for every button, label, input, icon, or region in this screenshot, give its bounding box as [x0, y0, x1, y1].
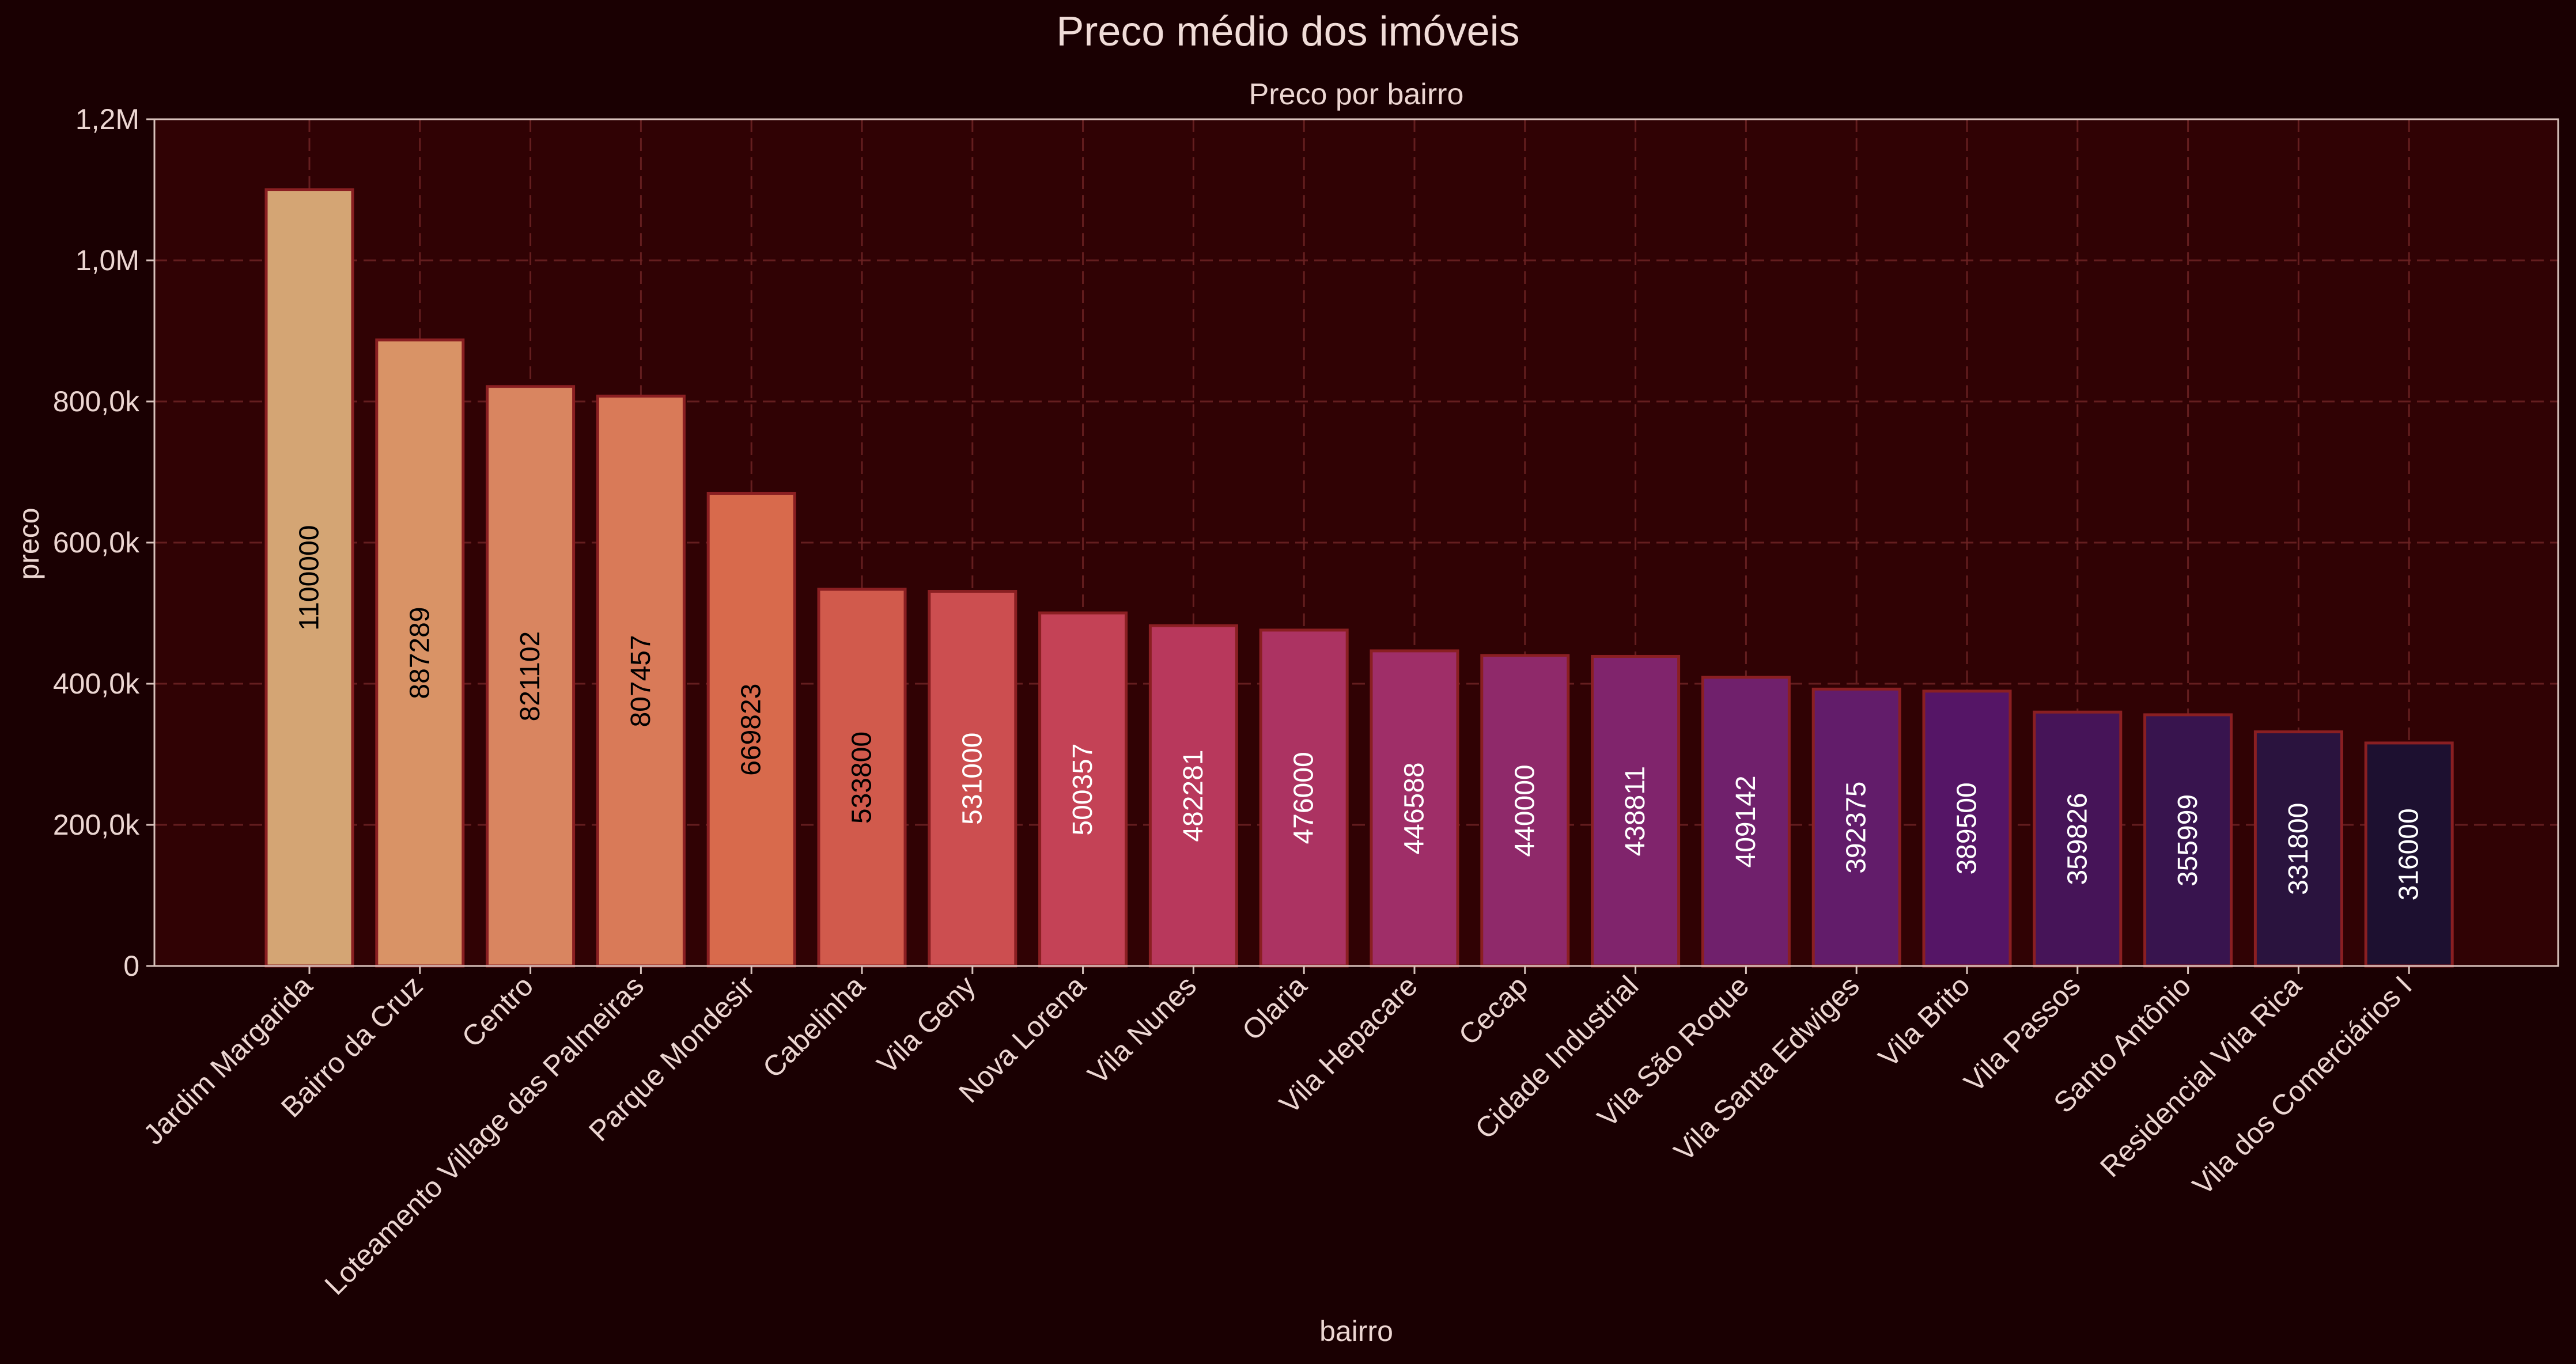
x-tick-label: Parque Mondesir — [582, 969, 761, 1147]
chart-title: Preco médio dos imóveis — [1056, 9, 1520, 55]
bar-value-label: 409142 — [1731, 775, 1761, 867]
bar-value-label: 438811 — [1620, 766, 1651, 857]
bar-value-label: 669823 — [736, 684, 767, 776]
bar — [1811, 687, 1901, 968]
bar-value-label: 316000 — [2394, 808, 2424, 900]
y-tick-label: 1,2M — [75, 103, 139, 135]
x-tick-label: Bairro da Cruz — [275, 969, 429, 1124]
bar-value-label: 331800 — [2283, 803, 2314, 895]
bar — [486, 385, 576, 968]
bar-value-label: 392375 — [1841, 782, 1872, 874]
bar — [2364, 741, 2454, 968]
x-tick-label: Cecap — [1452, 969, 1534, 1051]
x-tick-label: Cidade Industrial — [1469, 969, 1644, 1145]
x-tick-label: Vila dos Comerciários I — [2187, 969, 2418, 1201]
bar — [1370, 649, 1459, 968]
bar-value-label: 807457 — [626, 635, 656, 727]
x-tick-label: Vila Santa Edwiges — [1667, 969, 1866, 1168]
x-axis-label: bairro — [1319, 1315, 1393, 1347]
x-tick-label: Olaria — [1236, 969, 1313, 1047]
bar — [817, 588, 907, 968]
bar — [1922, 689, 2012, 968]
x-tick-label: Residencial Vila Rica — [2094, 969, 2308, 1183]
bar-value-label: 476000 — [1289, 752, 1319, 844]
bar — [375, 338, 465, 968]
bar — [264, 188, 354, 968]
bar — [2253, 730, 2343, 968]
x-tick-label: Vila São Roque — [1591, 969, 1756, 1134]
bar-value-label: 355999 — [2173, 794, 2203, 886]
bar-value-label: 533800 — [847, 732, 877, 824]
plot-frame — [153, 118, 2559, 967]
x-tick-label: Loteamento Village das Palmeiras — [319, 969, 650, 1301]
y-tick-label: 0 — [123, 950, 139, 982]
x-tick-label: Cabelinha — [756, 969, 871, 1084]
y-tick-label: 600,0k — [53, 526, 140, 559]
x-tick-label: Jardim Margarida — [137, 969, 319, 1151]
bar-value-label: 500357 — [1068, 743, 1098, 835]
bar-value-label: 359826 — [2062, 793, 2093, 885]
y-tick-label: 1,0M — [75, 244, 139, 276]
bar-value-label: 821102 — [515, 631, 546, 722]
x-tick-label: Vila Hepacare — [1273, 969, 1424, 1120]
bar — [1038, 611, 1128, 968]
x-tick-label: Vila Passos — [1958, 969, 2087, 1098]
y-tick-label: 200,0k — [53, 809, 140, 841]
bar — [2143, 713, 2233, 968]
bar — [1148, 624, 1238, 968]
bar — [1701, 676, 1791, 968]
x-tick-label: Centro — [456, 969, 540, 1054]
bar-value-label: 887289 — [404, 607, 435, 699]
x-tick-label: Nova Lorena — [952, 969, 1092, 1109]
x-tick-label: Vila Brito — [1872, 969, 1976, 1073]
bar — [1591, 654, 1681, 968]
bar — [928, 590, 1017, 968]
bar-value-label: 440000 — [1510, 764, 1540, 857]
bar-value-label: 1100000 — [294, 525, 325, 631]
bar — [1480, 654, 1570, 968]
x-tick-label: Santo Antônio — [2048, 969, 2197, 1119]
y-axis-label: preco — [13, 507, 45, 580]
bar — [1259, 628, 1349, 968]
plot-area — [154, 119, 2558, 966]
y-tick-label: 400,0k — [53, 668, 140, 700]
bar-value-label: 389500 — [1952, 782, 1983, 874]
chart-subtitle: Preco por bairro — [1249, 78, 1464, 111]
bar-value-label: 482281 — [1178, 750, 1209, 842]
bar-value-label: 446588 — [1399, 762, 1430, 854]
bar-value-label: 531000 — [957, 733, 988, 825]
bar — [596, 395, 686, 968]
bar — [706, 491, 796, 968]
x-tick-label: Vila Nunes — [1081, 969, 1202, 1090]
bar — [2033, 710, 2123, 968]
y-tick-label: 800,0k — [53, 385, 140, 418]
x-tick-label: Vila Geny — [871, 969, 981, 1080]
